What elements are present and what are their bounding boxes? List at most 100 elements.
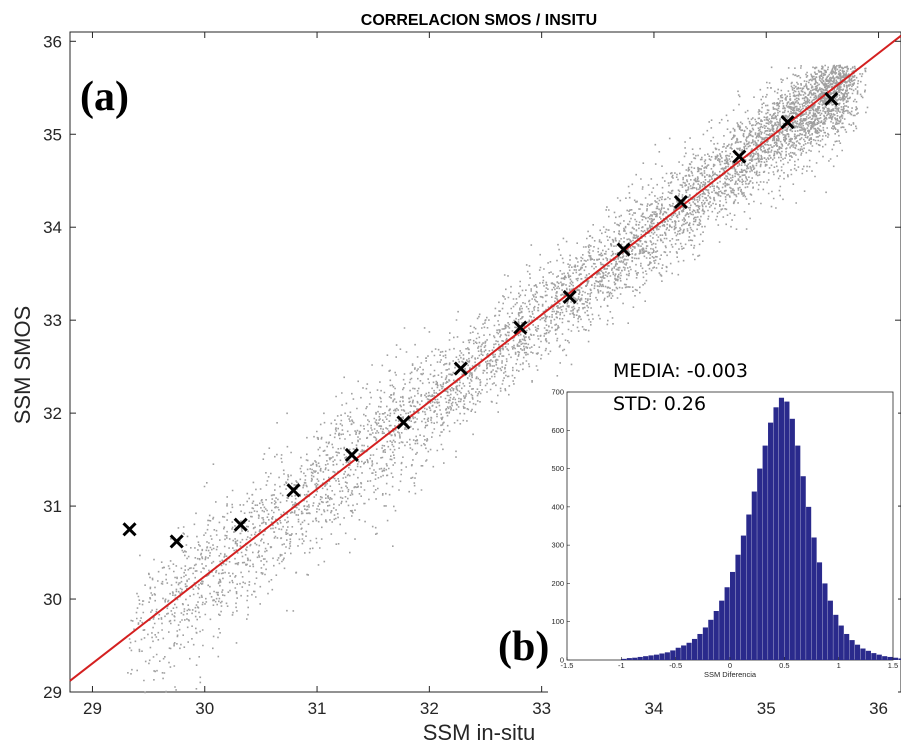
y-axis-label: SSM SMOS: [10, 306, 35, 425]
histogram-bar: [789, 418, 795, 660]
histogram-bar: [740, 535, 746, 660]
y-tick-label: 34: [43, 218, 62, 237]
panel-label-b: (b): [498, 624, 549, 670]
x-tick-label: 30: [195, 699, 214, 718]
inset-y-tick-label: 400: [551, 502, 564, 511]
histogram-bar: [778, 397, 785, 660]
histogram-bar: [833, 614, 839, 660]
histogram-bar: [816, 562, 823, 660]
histogram-bar: [670, 650, 676, 660]
panel-label-a: (a): [80, 74, 129, 120]
inset-y-tick-label: 700: [551, 388, 564, 397]
histogram-bar: [887, 656, 893, 660]
bin-mean-marker: [824, 91, 839, 106]
inset-x-tick-label: 0: [728, 661, 732, 670]
histogram-bar: [849, 640, 855, 660]
histogram-bar: [893, 657, 899, 660]
inset-y-tick-label: 500: [551, 464, 564, 473]
histogram-bar: [768, 422, 774, 660]
x-tick-label: 31: [308, 699, 327, 718]
histogram-inset: -1.5 -1 -0.5 0 0.5 1 1.5 0 100 200 300 400 500 600 700…: [548, 380, 901, 698]
bin-mean-marker: [616, 242, 631, 257]
histogram-bar: [844, 633, 850, 660]
inset-y-tick-label: 0: [560, 656, 564, 665]
histogram-bar: [838, 625, 844, 660]
histogram-bar: [860, 648, 866, 660]
bin-mean-marker: [169, 534, 184, 549]
histogram-bar: [746, 514, 752, 660]
histogram-bar: [691, 638, 698, 660]
histogram-bar: [800, 476, 806, 660]
histogram-bar: [708, 619, 714, 660]
inset-x-tick-label: -0.5: [669, 661, 682, 670]
stat-mean: MEDIA: -0.003: [613, 360, 748, 382]
bin-mean-marker: [233, 517, 248, 532]
histogram-bar: [632, 657, 638, 660]
histogram-bar: [637, 656, 643, 660]
histogram-bar: [730, 571, 736, 660]
x-tick-label: 33: [532, 699, 551, 718]
histogram-bar: [871, 653, 877, 660]
x-tick-label: 35: [757, 699, 776, 718]
inset-x-tick-label: 1: [837, 661, 841, 670]
histogram-bar: [724, 587, 730, 660]
x-axis-label: SSM in-situ: [423, 720, 535, 745]
histogram-bar: [811, 537, 817, 660]
histogram-bar: [784, 401, 790, 660]
inset-y-tick-label: 100: [551, 617, 564, 626]
histogram-bar: [751, 491, 757, 660]
histogram-bar: [626, 658, 632, 660]
histogram-bar: [686, 642, 692, 660]
histogram-bar: [702, 627, 708, 660]
x-tick-label: 36: [869, 699, 888, 718]
bin-mean-marker: [732, 149, 747, 164]
histogram-bar: [735, 554, 741, 660]
histogram-bar: [757, 468, 763, 660]
bin-mean-marker: [122, 522, 137, 537]
histogram-bar: [653, 654, 660, 660]
inset-y-tick-label: 600: [551, 426, 564, 435]
inset-y-tick-label: 300: [551, 541, 564, 550]
histogram-bar: [659, 653, 665, 660]
y-tick-label: 36: [43, 32, 62, 51]
bin-mean-marker: [673, 195, 688, 210]
histogram-bar: [795, 445, 801, 660]
histogram-bar: [882, 656, 888, 660]
inset-x-tick-label: 1.5: [888, 661, 898, 670]
regression-line: [69, 34, 901, 682]
inset-x-tick-label: -1: [618, 661, 625, 670]
histogram-bar: [713, 610, 719, 660]
histogram-bar: [664, 652, 670, 660]
inset-y-tick-label: 200: [551, 579, 564, 588]
histogram-bar: [773, 407, 779, 660]
inset-x-tick-label: 0.5: [779, 661, 789, 670]
histogram-bar: [806, 506, 812, 660]
chart-title: CORRELACION SMOS / INSITU: [361, 12, 597, 29]
histogram-bar: [621, 658, 627, 660]
histogram-bar: [827, 600, 833, 660]
x-tick-label: 29: [83, 699, 102, 718]
histogram-bar: [876, 654, 882, 660]
stat-std: STD: 0.26: [613, 393, 706, 415]
histogram-bar: [898, 658, 901, 660]
x-tick-label: 32: [420, 699, 439, 718]
bin-mean-marker: [562, 289, 577, 304]
histogram-bar: [762, 445, 768, 660]
y-tick-label: 32: [43, 404, 62, 423]
histogram-bar: [675, 647, 681, 660]
histogram-bar: [697, 633, 703, 660]
histogram-bar: [719, 600, 725, 660]
y-tick-label: 31: [43, 497, 62, 516]
histogram-bar: [681, 645, 687, 660]
bin-mean-marker: [286, 483, 301, 498]
bin-mean-marker: [513, 320, 528, 335]
inset-x-axis-label: SSM Diferencia: [704, 670, 757, 679]
histogram-bar: [854, 644, 861, 660]
histogram-bar: [865, 650, 871, 660]
bin-mean-marker: [780, 115, 795, 130]
y-tick-label: 35: [43, 125, 62, 144]
y-tick-label: 30: [43, 590, 62, 609]
bin-mean-marker: [396, 415, 411, 430]
y-tick-label: 33: [43, 311, 62, 330]
